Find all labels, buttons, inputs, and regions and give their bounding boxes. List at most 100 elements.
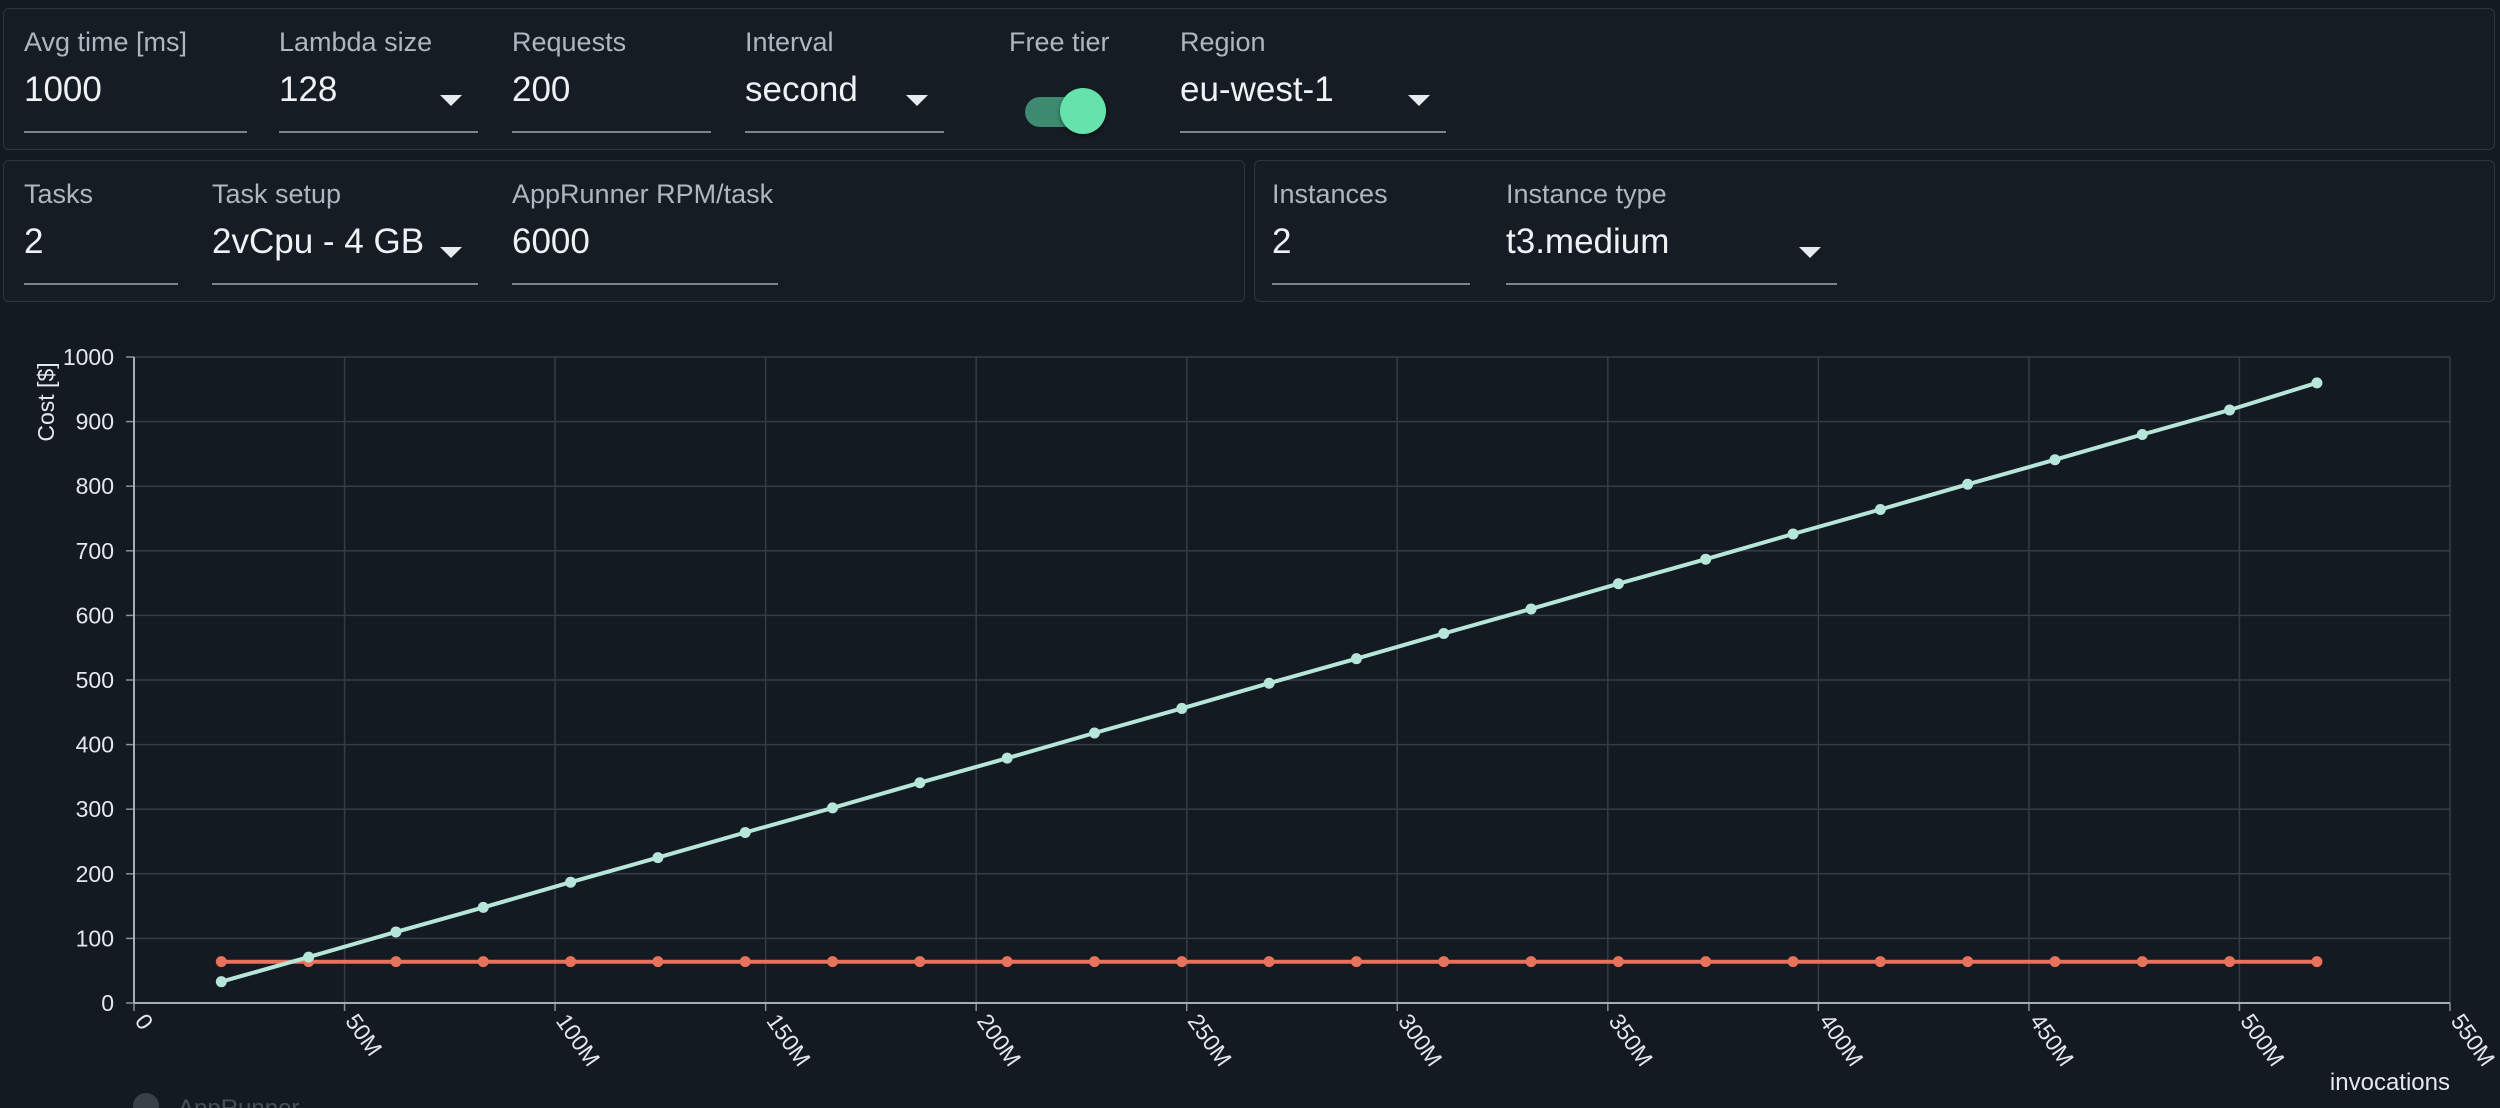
- data-point-apprunner: [1176, 956, 1188, 968]
- x-tick-label: 550M: [2446, 1009, 2500, 1071]
- instances-label: Instances: [1272, 179, 1388, 209]
- tasks-input[interactable]: 2: [24, 222, 44, 261]
- y-tick-label: 100: [76, 925, 114, 951]
- region-select[interactable]: Region eu-west-1: [1180, 27, 1446, 137]
- data-point-apprunner: [827, 956, 839, 968]
- data-point-lambda: [1612, 578, 1624, 590]
- chevron-down-icon[interactable]: [1799, 247, 1821, 258]
- data-point-apprunner: [390, 956, 402, 968]
- data-point-lambda: [565, 876, 577, 888]
- instance-type-select[interactable]: Instance type t3.medium: [1506, 179, 1837, 289]
- data-point-apprunner: [1612, 956, 1624, 968]
- rpm-per-task-underline: [512, 283, 778, 285]
- avg-time-field[interactable]: Avg time [ms] 1000: [24, 27, 247, 137]
- interval-select[interactable]: Interval second: [745, 27, 944, 137]
- instance-type-label: Instance type: [1506, 179, 1667, 209]
- tasks-underline: [24, 283, 178, 285]
- lambda-size-underline: [279, 131, 478, 133]
- chevron-down-icon[interactable]: [906, 95, 928, 106]
- data-point-lambda: [1088, 727, 1100, 739]
- region-value[interactable]: eu-west-1: [1180, 70, 1334, 109]
- chevron-down-icon[interactable]: [1408, 95, 1430, 106]
- x-tick-label: 500M: [2235, 1009, 2289, 1071]
- legend-label-apprunner: AppRunner: [178, 1095, 299, 1108]
- interval-value[interactable]: second: [745, 70, 858, 109]
- y-tick-label: 900: [76, 409, 114, 435]
- y-tick-label: 700: [76, 538, 114, 564]
- data-point-apprunner: [215, 956, 227, 968]
- data-point-lambda: [739, 826, 751, 838]
- task-setup-underline: [212, 283, 478, 285]
- x-axis-label: invocations: [2330, 1069, 2450, 1096]
- data-point-apprunner: [1700, 956, 1712, 968]
- cost-chart: 0 100 200 300 400 500 600 700 800 900 1000 0 50M 100M…: [33, 344, 2500, 1108]
- data-point-lambda: [477, 901, 489, 913]
- lambda-size-select[interactable]: Lambda size 128: [279, 27, 478, 137]
- x-tick-label: 400M: [1814, 1009, 1868, 1071]
- data-point-lambda: [1700, 553, 1712, 565]
- y-tick-label: 200: [76, 861, 114, 887]
- data-point-apprunner: [2224, 956, 2236, 968]
- data-point-lambda: [303, 951, 315, 963]
- lambda-settings-panel: Avg time [ms] 1000 Lambda size 128 Reque…: [3, 8, 2495, 150]
- lambda-size-label: Lambda size: [279, 27, 433, 57]
- y-tick-label: 600: [76, 602, 114, 628]
- requests-input[interactable]: 200: [512, 70, 571, 109]
- data-point-lambda: [1438, 627, 1450, 639]
- rpm-per-task-field[interactable]: AppRunner RPM/task 6000: [512, 179, 778, 289]
- data-point-apprunner: [2049, 956, 2061, 968]
- interval-label: Interval: [745, 27, 834, 57]
- data-point-apprunner: [1263, 956, 1275, 968]
- x-tick-label: 150M: [762, 1009, 816, 1071]
- chevron-down-icon[interactable]: [440, 95, 462, 106]
- free-tier-field: Free tier: [1009, 27, 1139, 137]
- data-point-apprunner: [2136, 956, 2148, 968]
- data-point-lambda: [914, 777, 926, 789]
- data-point-lambda: [1787, 528, 1799, 540]
- y-tick-label: 400: [76, 732, 114, 758]
- instance-type-value[interactable]: t3.medium: [1506, 222, 1670, 261]
- lambda-size-value[interactable]: 128: [279, 70, 338, 109]
- chevron-down-icon[interactable]: [440, 247, 462, 258]
- data-point-lambda: [1962, 478, 1974, 490]
- data-point-lambda: [390, 926, 402, 938]
- interval-underline: [745, 131, 944, 133]
- requests-label: Requests: [512, 27, 627, 57]
- requests-field[interactable]: Requests 200: [512, 27, 711, 137]
- tasks-label: Tasks: [24, 179, 94, 209]
- instances-field[interactable]: Instances 2: [1272, 179, 1470, 289]
- tasks-field[interactable]: Tasks 2: [24, 179, 178, 289]
- legend-item-apprunner[interactable]: AppRunner: [133, 1093, 299, 1108]
- x-tick-label: 100M: [551, 1009, 605, 1071]
- data-point-apprunner: [1088, 956, 1100, 968]
- rpm-per-task-input[interactable]: 6000: [512, 222, 590, 261]
- data-point-lambda: [827, 802, 839, 814]
- data-point-apprunner: [1787, 956, 1799, 968]
- instances-input[interactable]: 2: [1272, 222, 1292, 261]
- free-tier-toggle-thumb[interactable]: [1060, 88, 1106, 134]
- rpm-per-task-label: AppRunner RPM/task: [512, 179, 774, 209]
- x-tick-label: 300M: [1393, 1009, 1447, 1071]
- instance-type-underline: [1506, 283, 1837, 285]
- requests-underline: [512, 131, 711, 133]
- data-point-apprunner: [565, 956, 577, 968]
- data-point-lambda: [1525, 603, 1537, 615]
- avg-time-underline: [24, 131, 247, 133]
- data-point-lambda: [2136, 429, 2148, 441]
- data-point-apprunner: [652, 956, 664, 968]
- data-point-apprunner: [739, 956, 751, 968]
- ec2-settings-panel: Instances 2 Instance type t3.medium: [1254, 160, 2495, 302]
- y-tick-label: 0: [101, 990, 114, 1016]
- x-tick-label: 50M: [340, 1009, 387, 1061]
- instances-underline: [1272, 283, 1470, 285]
- data-point-apprunner: [2311, 956, 2323, 968]
- data-point-apprunner: [477, 956, 489, 968]
- task-setup-value[interactable]: 2vCpu - 4 GB: [212, 222, 425, 261]
- data-point-lambda: [2311, 377, 2323, 389]
- task-setup-select[interactable]: Task setup 2vCpu - 4 GB: [212, 179, 478, 289]
- x-tick-label: 450M: [2025, 1009, 2079, 1071]
- data-point-apprunner: [1962, 956, 1974, 968]
- chart-series: [215, 377, 2323, 988]
- data-point-apprunner: [1525, 956, 1537, 968]
- avg-time-input[interactable]: 1000: [24, 70, 102, 109]
